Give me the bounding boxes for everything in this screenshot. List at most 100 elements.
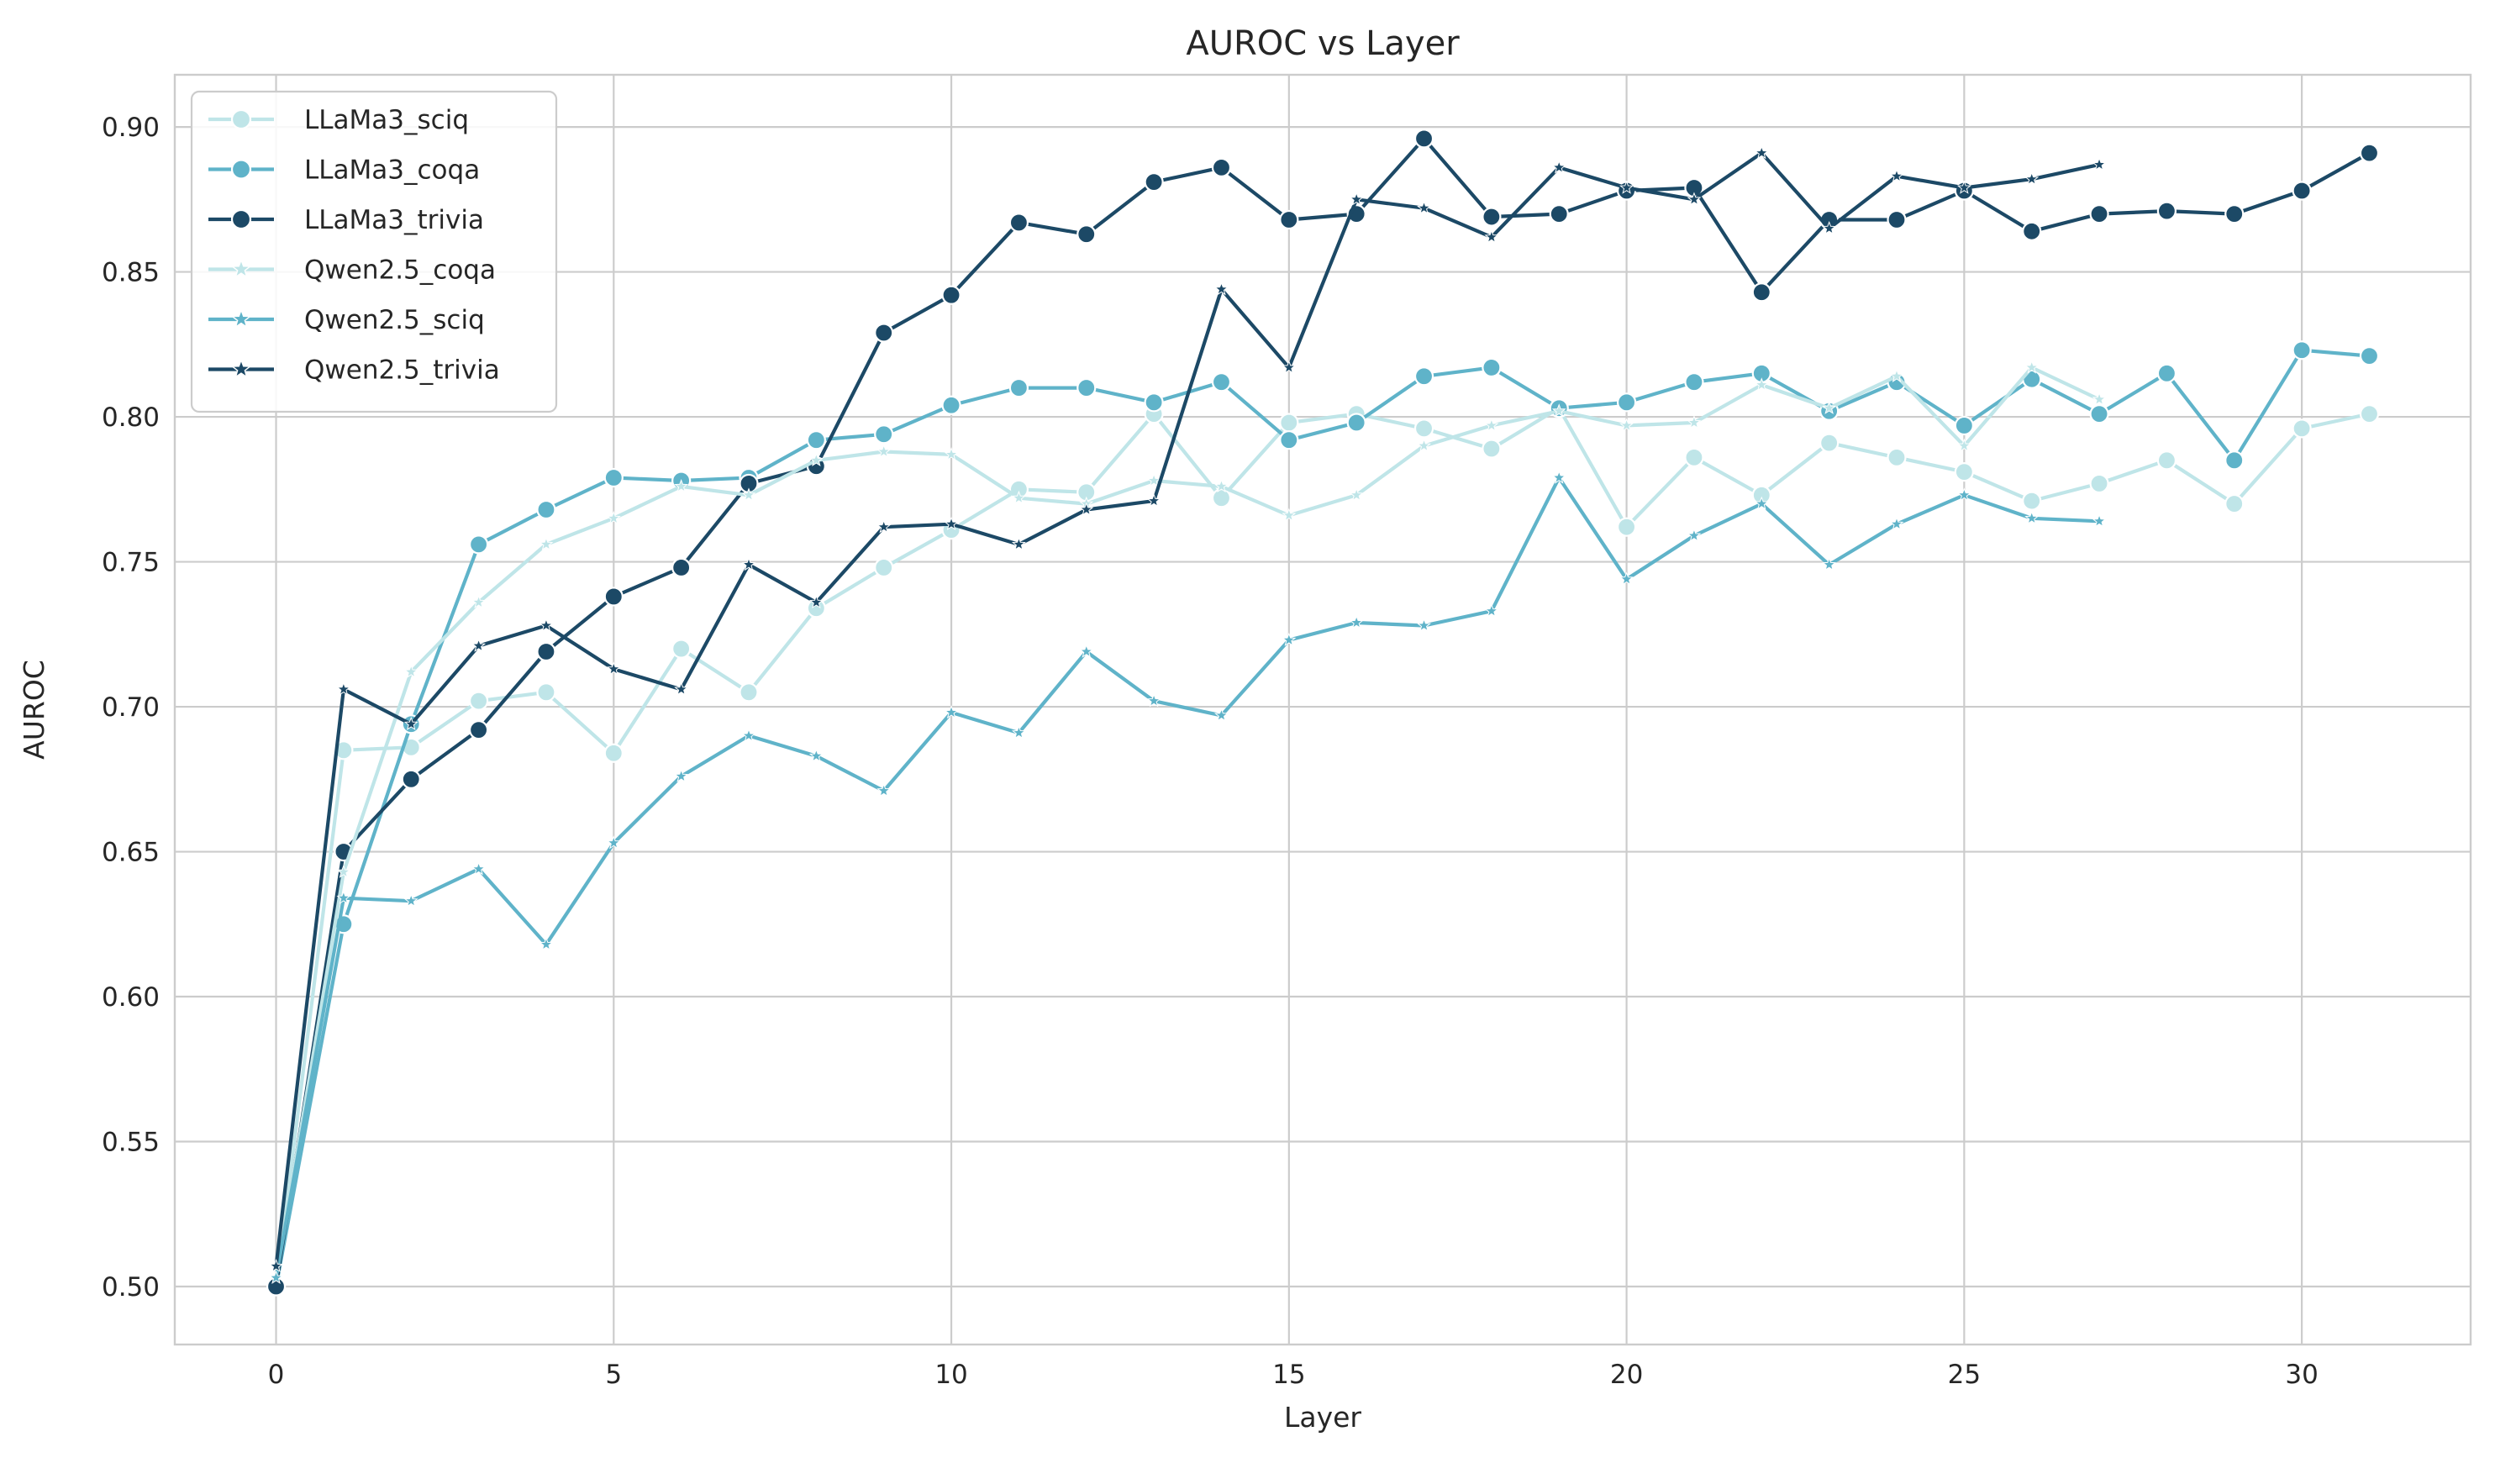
data-point (874, 424, 894, 445)
data-point (1008, 213, 1029, 233)
x-axis-label: Layer (1284, 1401, 1361, 1434)
data-point (2224, 493, 2245, 514)
data-point (1619, 180, 1634, 194)
data-point (944, 705, 959, 719)
series-qwen2-5-sciq (269, 470, 2107, 1284)
data-point (1687, 528, 1702, 542)
y-tick-label: 0.55 (102, 1128, 160, 1158)
data-point (1616, 517, 1637, 537)
y-tick-label: 0.90 (102, 113, 160, 143)
data-point (2024, 510, 2040, 525)
data-point (1887, 209, 1907, 230)
legend-label: LLaMa3_trivia (304, 205, 484, 235)
legend-label: Qwen2.5_trivia (304, 355, 500, 386)
data-point (1482, 207, 1502, 227)
legend-item-qwen2-5-coqa: Qwen2.5_coqa (208, 255, 496, 286)
data-point (1482, 439, 1502, 459)
data-point (741, 728, 756, 742)
data-point (1889, 168, 1904, 182)
data-point (1482, 357, 1502, 378)
data-point (1754, 145, 1769, 160)
x-tick-label: 5 (605, 1360, 622, 1390)
y-tick-label: 0.70 (102, 692, 160, 723)
x-tick-label: 20 (1610, 1360, 1643, 1390)
data-point (1282, 508, 1297, 522)
chart-title: AUROC vs Layer (1186, 24, 1460, 63)
data-point (2024, 171, 2040, 186)
data-point (2089, 203, 2109, 224)
data-point (539, 618, 554, 632)
data-point (1484, 603, 1499, 618)
data-point (2024, 360, 2040, 374)
data-point (2022, 491, 2042, 511)
data-point (1349, 487, 1364, 502)
data-point (876, 519, 892, 534)
data-point (1214, 708, 1229, 722)
data-point (336, 681, 351, 696)
data-point (539, 536, 554, 551)
y-tick-label: 0.60 (102, 982, 160, 1013)
data-point (2292, 181, 2312, 201)
data-point (1144, 172, 1164, 192)
legend-label: Qwen2.5_coqa (304, 255, 496, 286)
series-line-llama3-coqa (274, 348, 2371, 1289)
data-point (2359, 404, 2380, 424)
data-point (874, 557, 894, 578)
x-tick-label: 10 (934, 1360, 967, 1390)
plot-frame (173, 73, 2472, 1346)
legend-box (190, 90, 558, 413)
data-point (1079, 502, 1094, 516)
data-point (1822, 400, 1837, 414)
data-point (1687, 192, 1702, 206)
data-point (1619, 418, 1634, 432)
data-point (403, 893, 418, 908)
data-point (1211, 488, 1232, 508)
data-point (1146, 693, 1161, 708)
data-point (1413, 418, 1434, 439)
data-point (603, 467, 624, 488)
data-point (1954, 415, 1974, 436)
data-point (1144, 392, 1164, 413)
data-point (1349, 615, 1364, 629)
data-point (1956, 438, 1971, 452)
data-point (1346, 413, 1366, 433)
data-point (671, 557, 692, 578)
data-point (606, 835, 621, 850)
data-point (1956, 487, 1971, 502)
data-point (1819, 433, 1840, 453)
data-point (874, 323, 894, 343)
data-point (1484, 418, 1499, 432)
x-tick-labels: 0 5 10 15 20 25 30 (268, 1360, 2319, 1390)
y-axis-label: AUROC (18, 660, 50, 760)
data-point (1551, 470, 1566, 484)
data-point (2089, 473, 2109, 494)
data-point (741, 487, 756, 502)
data-point (401, 769, 421, 789)
data-point (1214, 478, 1229, 493)
legend-swatch-marker (230, 358, 252, 379)
data-point (674, 681, 689, 696)
data-point (1619, 571, 1634, 586)
data-point (1079, 644, 1094, 658)
y-tick-label: 0.65 (102, 838, 160, 868)
x-tick-label: 15 (1272, 1360, 1305, 1390)
data-point (1754, 496, 1769, 510)
data-point (2092, 392, 2107, 406)
data-point (2022, 221, 2042, 241)
data-point (1076, 224, 1097, 245)
data-point (671, 639, 692, 659)
data-point (1146, 473, 1161, 487)
data-point (471, 594, 487, 609)
data-point (941, 285, 961, 305)
data-point (1956, 180, 1971, 194)
data-point (1887, 447, 1907, 467)
y-tick-label: 0.80 (102, 403, 160, 433)
data-point (2292, 340, 2312, 360)
data-point (1214, 282, 1229, 296)
data-point (1146, 493, 1161, 508)
data-point (1889, 516, 1904, 530)
y-tick-label: 0.75 (102, 548, 160, 578)
series-line-qwen2-5-sciq (274, 476, 2102, 1280)
series-qwen2-5-coqa (269, 360, 2107, 1284)
data-point (739, 682, 759, 703)
